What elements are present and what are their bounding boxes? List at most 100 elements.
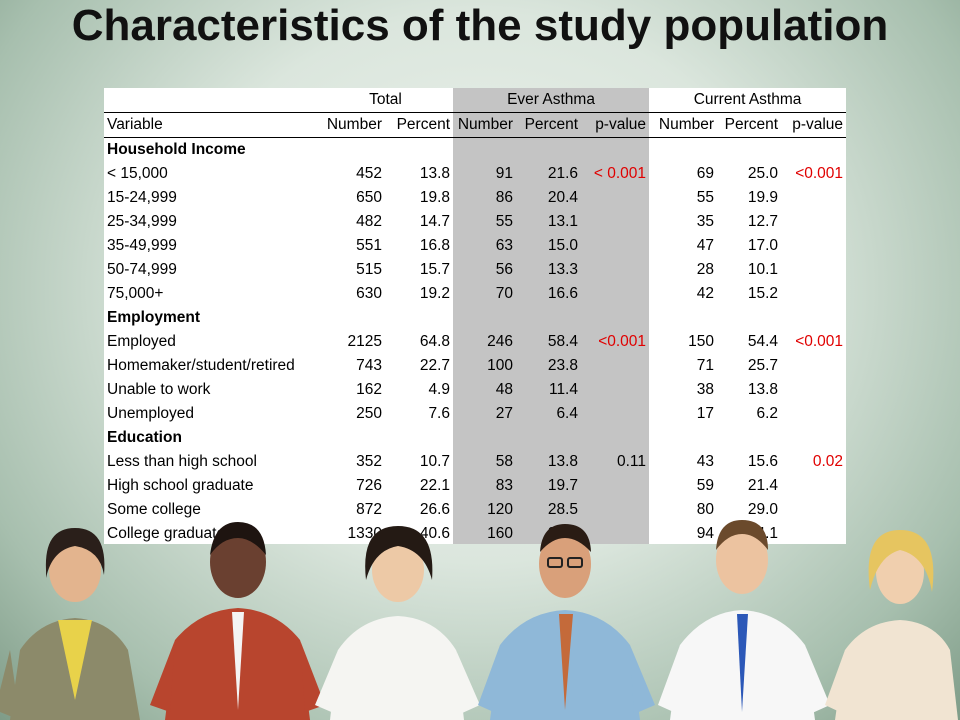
- cell-ever-p-value: [581, 402, 649, 426]
- cell-total-percent: 15.7: [419, 261, 450, 278]
- column-header-ever-number: Number: [453, 112, 516, 138]
- people-illustration: [0, 520, 958, 720]
- cell-ever-number: 91: [495, 165, 513, 182]
- cell-ever-number: 246: [487, 333, 513, 350]
- cell-ever-p-value: [581, 282, 649, 306]
- cell-ever-number: 56: [495, 261, 513, 278]
- section-title: Education: [107, 429, 182, 446]
- cell-current-percent: 10.1: [747, 261, 779, 278]
- cell-total-percent: 19.2: [419, 285, 450, 302]
- cell-total-number: 630: [356, 285, 382, 302]
- cell-total-percent: 4.9: [428, 381, 450, 398]
- person-olive-jacket: [0, 528, 140, 720]
- section-header-row: Household Income: [104, 138, 846, 163]
- cell-total-number: 551: [356, 237, 382, 254]
- table-row: Some college 872 26.6 120 28.5 80 29.0: [104, 498, 846, 522]
- cell-ever-percent: 28.5: [547, 501, 578, 518]
- cell-total-percent: 16.8: [419, 237, 450, 254]
- cell-current-number: 28: [696, 261, 715, 278]
- cell-current-p-value: [781, 210, 846, 234]
- cell-variable: Less than high school: [107, 453, 257, 470]
- cell-current-percent: 6.2: [756, 405, 779, 422]
- cell-current-p-value: 0.02: [812, 453, 844, 470]
- table-row: 35-49,999 551 16.8 63 15.0 47 17.0: [104, 234, 846, 258]
- cell-variable: Unable to work: [107, 381, 211, 398]
- cell-ever-p-value: [581, 234, 649, 258]
- column-header-ever-p-value: p-value: [581, 112, 650, 138]
- cell-total-number: 2125: [347, 333, 382, 350]
- cell-current-number: 80: [696, 501, 715, 518]
- table-row: 25-34,999 482 14.7 55 13.1 35 12.7: [104, 210, 846, 234]
- group-header-current-asthma: Current Asthma: [649, 88, 846, 113]
- cell-ever-p-value: [581, 210, 649, 234]
- table-body: Household Income < 15,000 452 13.8 91 21.6 < 0…: [104, 138, 846, 545]
- group-header-row: Total Ever Asthma Current Asthma: [104, 88, 846, 113]
- cell-ever-p-value: < 0.001: [593, 165, 647, 182]
- cell-total-number: 482: [356, 213, 382, 230]
- cell-current-number: 55: [696, 189, 715, 206]
- cell-current-p-value: [781, 354, 846, 378]
- table-row: 50-74,999 515 15.7 56 13.3 28 10.1: [104, 258, 846, 282]
- cell-variable: 25-34,999: [107, 213, 177, 230]
- cell-ever-number: 160: [487, 525, 513, 542]
- table-row: High school graduate 726 22.1 83 19.7 59 21.4: [104, 474, 846, 498]
- cell-variable: 50-74,999: [107, 261, 177, 278]
- cell-current-percent: 13.8: [747, 381, 779, 398]
- cell-total-percent: 22.1: [419, 477, 450, 494]
- cell-current-number: 69: [696, 165, 715, 182]
- cell-current-percent: 17.0: [747, 237, 779, 254]
- column-header-row: Variable Number Percent Number Percent p…: [104, 112, 846, 138]
- cell-ever-number: 27: [495, 405, 513, 422]
- cell-current-percent: 29.0: [747, 501, 779, 518]
- cell-total-percent: 26.6: [419, 501, 450, 518]
- cell-ever-percent: 13.3: [547, 261, 578, 278]
- column-header-total-percent: Percent: [385, 112, 453, 138]
- cell-total-percent: 10.7: [419, 453, 450, 470]
- person-blue-shirt: [478, 524, 655, 720]
- cell-ever-p-value: [581, 378, 649, 402]
- cell-total-number: 452: [356, 165, 382, 182]
- cell-current-number: 94: [696, 525, 715, 542]
- cell-current-percent: 15.2: [747, 285, 779, 302]
- cell-current-number: 43: [696, 453, 715, 470]
- cell-current-percent: 25.7: [747, 357, 779, 374]
- cell-current-p-value: [781, 378, 846, 402]
- cell-current-p-value: <0.001: [795, 165, 844, 182]
- cell-ever-percent: 58.4: [547, 333, 578, 350]
- cell-current-number: 38: [696, 381, 715, 398]
- cell-ever-percent: 20.4: [547, 189, 578, 206]
- cell-total-percent: 7.6: [428, 405, 450, 422]
- cell-current-p-value: [781, 282, 846, 306]
- cell-ever-number: 83: [495, 477, 513, 494]
- cell-ever-p-value: [581, 186, 649, 210]
- cell-current-number: 17: [696, 405, 715, 422]
- cell-ever-p-value: [581, 474, 649, 498]
- cell-current-percent: 54.4: [747, 333, 779, 350]
- column-header-current-number: Number: [649, 112, 718, 138]
- cell-current-number: 150: [688, 333, 715, 350]
- cell-ever-p-value: [581, 354, 649, 378]
- column-header-variable: Variable: [104, 112, 318, 138]
- section-title: Household Income: [107, 141, 246, 158]
- cell-variable: College graduate: [107, 525, 226, 542]
- cell-total-percent: 64.8: [419, 333, 450, 350]
- cell-current-p-value: <0.001: [795, 333, 844, 350]
- section-title: Employment: [107, 309, 201, 326]
- person-red-shirt: [150, 522, 325, 720]
- group-header-ever-asthma: Ever Asthma: [453, 88, 650, 113]
- cell-variable: Homemaker/student/retired: [107, 357, 295, 374]
- cell-total-number: 743: [356, 357, 382, 374]
- cell-ever-percent: 13.1: [547, 213, 578, 230]
- cell-total-percent: 19.8: [419, 189, 450, 206]
- cell-total-percent: 13.8: [419, 165, 450, 182]
- section-header-row: Employment: [104, 306, 846, 330]
- study-population-table-panel: Total Ever Asthma Current Asthma Variabl…: [104, 88, 846, 544]
- cell-total-number: 726: [356, 477, 382, 494]
- table-row: Employed 2125 64.8 246 58.4 <0.001 150 54.4 <0.0…: [104, 330, 846, 354]
- cell-total-percent: 22.7: [419, 357, 450, 374]
- person-white-top: [315, 526, 480, 720]
- cell-ever-p-value: 0.11: [617, 453, 647, 470]
- person-blue-tie: [658, 520, 830, 720]
- group-header-blank: [104, 88, 318, 113]
- table-row: Less than high school 352 10.7 58 13.8 0.11 43…: [104, 450, 846, 474]
